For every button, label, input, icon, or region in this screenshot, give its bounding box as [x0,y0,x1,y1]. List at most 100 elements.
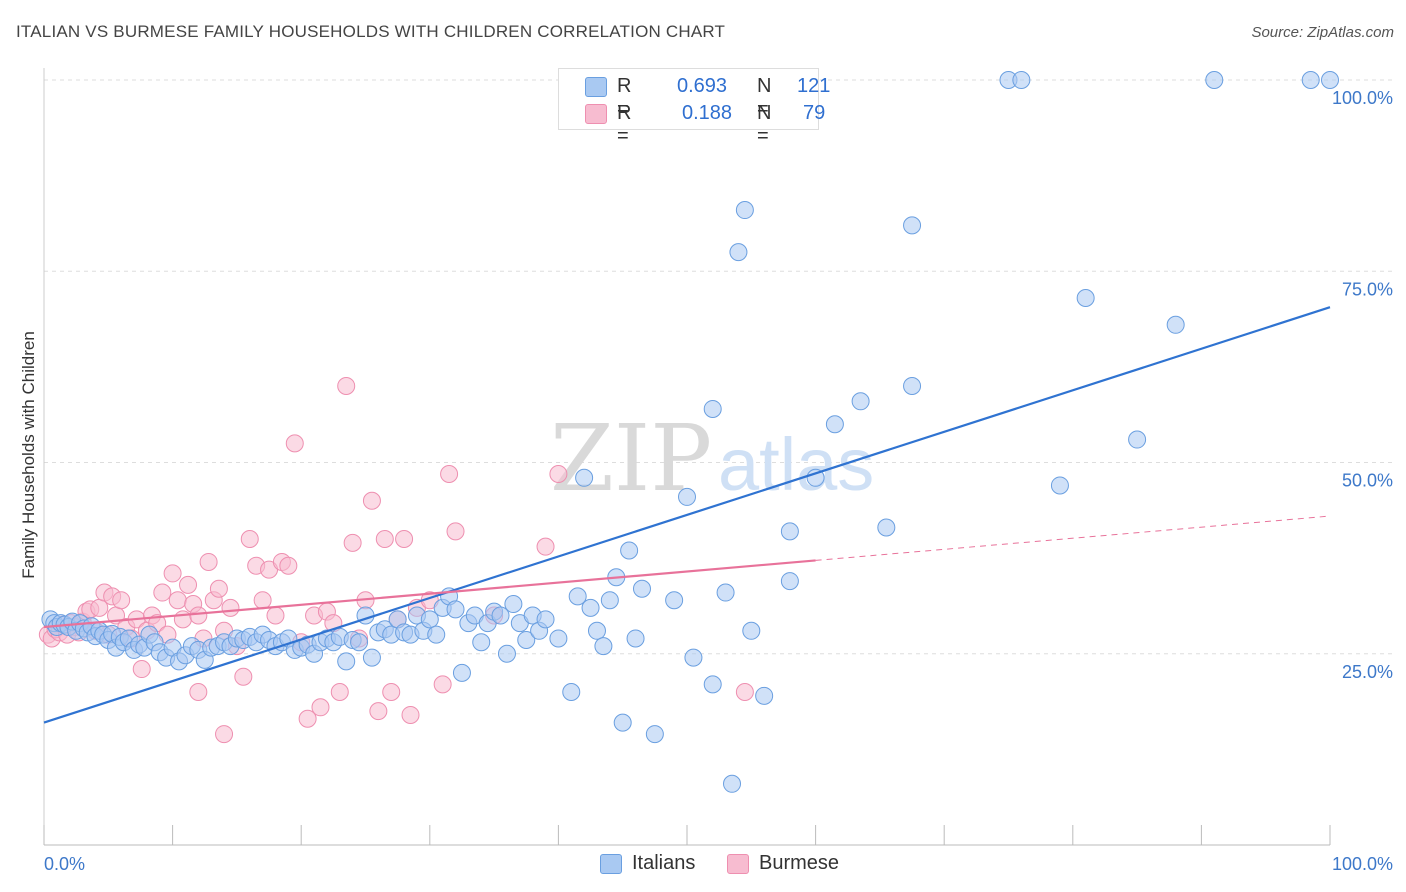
italians-point [350,633,369,652]
trendlines [43,306,1331,724]
burmese-trendline-extension [815,515,1331,561]
italians-point [755,686,774,705]
italians-point [1321,71,1339,89]
y-tick-label: 100.0% [1332,88,1393,108]
italians-point [723,774,742,793]
italians-point [575,468,594,487]
burmese-point [362,491,381,510]
italians-point [594,637,613,656]
italians-swatch [585,77,607,97]
n-label: N = [757,102,772,147]
italians-point [536,610,555,629]
burmese-point [132,660,151,679]
italians-points [41,71,1339,793]
n-value: 79 [803,102,826,124]
italians-point [568,587,587,606]
burmese-point [189,683,208,701]
italians-point [587,621,606,640]
italians-point [645,725,664,744]
italians-point [337,652,356,671]
legend-burmese-label: Burmese [759,852,840,874]
italians-point [825,415,844,434]
italians-point [703,675,722,694]
burmese-point [240,530,259,548]
burmese-point [221,598,240,617]
italians-point [1076,289,1095,308]
burmese-point [446,522,465,541]
burmese-point [337,377,356,395]
burmese-point [369,702,388,721]
burmese-point [189,606,208,625]
burmese-point [536,537,555,556]
burmese-point [215,725,234,744]
italians-point [497,644,516,663]
italians-point [581,598,600,617]
italians-point [742,621,761,640]
italians-point [517,630,536,649]
burmese-point [279,556,298,575]
source-label: Source: ZipAtlas.com [1251,24,1394,41]
italians-point [562,683,581,701]
r-value: 0.693 [677,75,728,97]
italians-point [1128,430,1147,449]
burmese-point [168,591,187,610]
italians-point [665,591,684,610]
italians-swatch [600,854,622,874]
chart-title: ITALIAN VS BURMESE FAMILY HOUSEHOLDS WIT… [16,22,726,41]
burmese-point [112,591,131,610]
italians-point [851,392,870,411]
burmese-point [311,698,330,717]
burmese-point [330,683,349,701]
italians-point [703,399,722,418]
burmese-point [440,464,459,483]
italians-point [1050,476,1069,495]
burmese-point [433,675,452,694]
italians-point [472,633,491,652]
italians-point [362,648,381,667]
y-tick-labels: 25.0% 50.0% 75.0% 100.0% [1332,88,1393,682]
italians-point [504,595,523,614]
italians-point [1205,71,1224,89]
italians-point [427,625,446,644]
burmese-point [253,591,272,610]
y-tick-label: 50.0% [1342,471,1393,491]
italians-point [1012,71,1031,89]
n-label: N = [757,75,772,120]
italians-point [632,579,651,598]
burmese-point [199,552,218,571]
burmese-point [163,564,182,583]
italians-point [780,522,799,541]
italians-point [626,629,645,648]
burmese-point [401,705,420,724]
n-value: 121 [797,75,831,97]
watermark-atlas: atlas [718,423,874,506]
italians-trendline [43,306,1331,724]
italians-point [420,610,439,629]
italians-point [729,243,748,262]
burmese-point [298,709,317,728]
r-label: R = [617,75,632,120]
italians-point [903,216,922,235]
burmese-swatch [727,854,749,874]
italians-point [806,468,825,487]
italians-point [903,377,922,395]
italians-point [877,518,896,537]
r-label: R = [617,102,632,147]
axes [43,68,1331,846]
burmese-point [549,464,568,483]
r-value: 0.188 [682,102,733,124]
italians-point [600,591,619,610]
italians-point [446,600,465,619]
burmese-point [382,683,401,701]
italians-point [620,541,639,560]
burmese-point [266,606,285,625]
italians-point [678,487,696,506]
italians-point [780,572,799,591]
legend-italians-label: Italians [632,852,696,874]
burmese-point [343,533,362,552]
burmese-point [234,667,253,686]
burmese-point [179,575,198,594]
x-tick-labels: 0.0% 100.0% [44,854,1393,874]
burmese-point [173,610,192,629]
italians-point [1166,315,1185,334]
